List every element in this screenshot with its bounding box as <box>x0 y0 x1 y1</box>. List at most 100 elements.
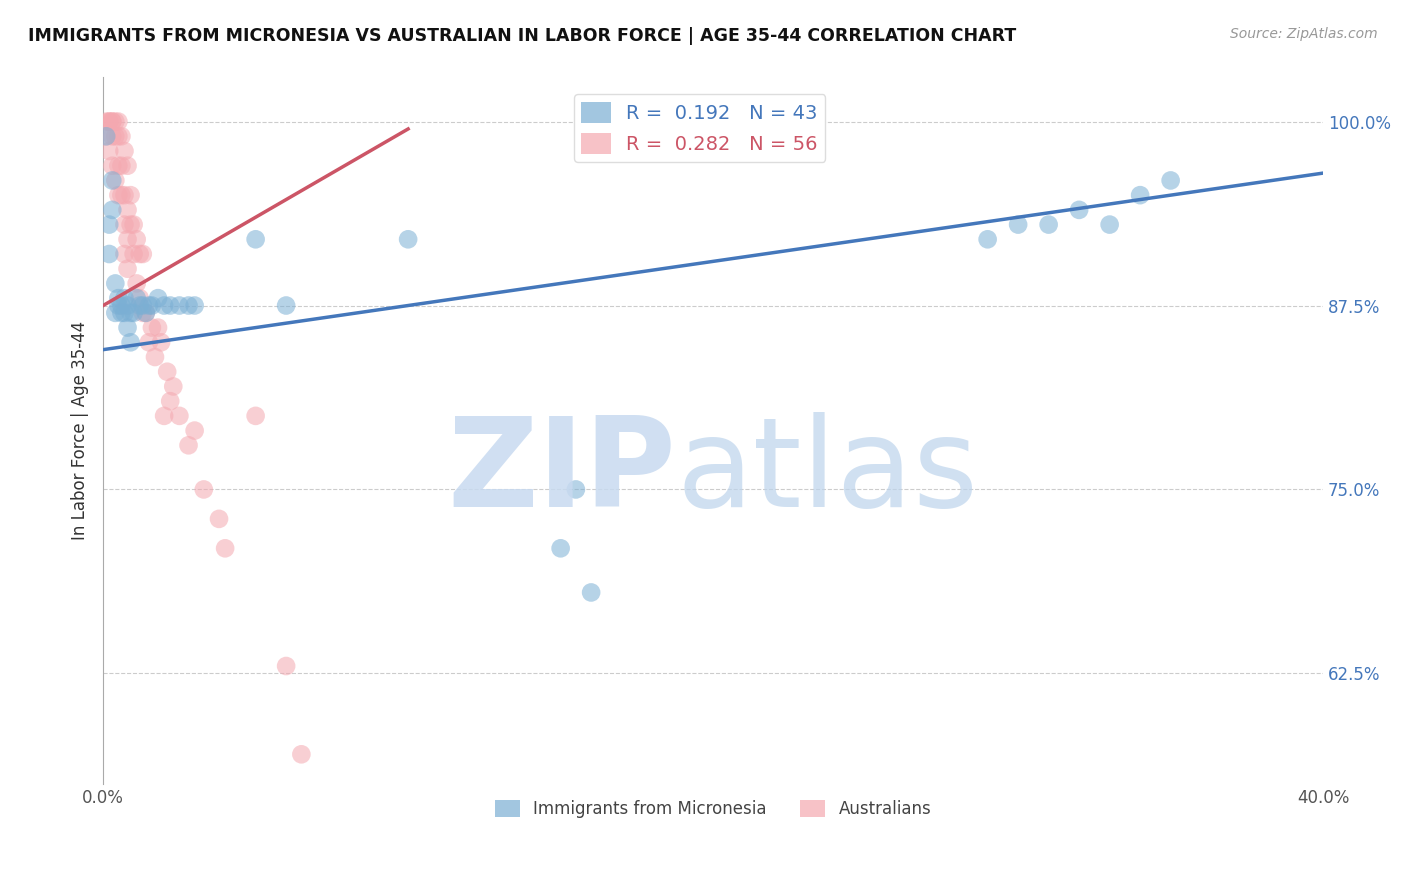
Point <box>117 320 139 334</box>
Text: IMMIGRANTS FROM MICRONESIA VS AUSTRALIAN IN LABOR FORCE | AGE 35-44 CORRELATION : IMMIGRANTS FROM MICRONESIA VS AUSTRALIAN… <box>28 27 1017 45</box>
Point <box>98 247 121 261</box>
Point <box>245 232 267 246</box>
Point <box>159 299 181 313</box>
Point <box>125 277 148 291</box>
Legend: Immigrants from Micronesia, Australians: Immigrants from Micronesia, Australians <box>488 793 938 825</box>
Point <box>110 159 132 173</box>
Point <box>146 291 169 305</box>
Point <box>128 247 150 261</box>
Point <box>153 299 176 313</box>
Point <box>98 114 121 128</box>
Point <box>117 202 139 217</box>
Point <box>132 306 155 320</box>
Point <box>114 291 136 305</box>
Point <box>120 335 142 350</box>
Point <box>117 159 139 173</box>
Point <box>976 232 998 246</box>
Point <box>107 299 129 313</box>
Point <box>120 218 142 232</box>
Point <box>110 129 132 144</box>
Point <box>101 159 124 173</box>
Point <box>120 188 142 202</box>
Point <box>96 129 118 144</box>
Point <box>143 350 166 364</box>
Point <box>276 299 298 313</box>
Text: ZIP: ZIP <box>447 412 676 533</box>
Point <box>120 306 142 320</box>
Point <box>162 379 184 393</box>
Point <box>1038 218 1060 232</box>
Point <box>104 173 127 187</box>
Point <box>208 512 231 526</box>
Point <box>110 188 132 202</box>
Point <box>245 409 267 423</box>
Point <box>110 306 132 320</box>
Point <box>107 114 129 128</box>
Point <box>153 409 176 423</box>
Point <box>107 159 129 173</box>
Point <box>122 247 145 261</box>
Point <box>101 129 124 144</box>
Point <box>156 365 179 379</box>
Point <box>117 299 139 313</box>
Point <box>104 306 127 320</box>
Point <box>96 114 118 128</box>
Point <box>101 173 124 187</box>
Point <box>114 306 136 320</box>
Point <box>114 218 136 232</box>
Point <box>146 320 169 334</box>
Point <box>141 320 163 334</box>
Y-axis label: In Labor Force | Age 35-44: In Labor Force | Age 35-44 <box>72 321 89 541</box>
Point <box>128 291 150 305</box>
Point <box>104 114 127 128</box>
Point <box>101 114 124 128</box>
Point <box>101 114 124 128</box>
Point <box>193 483 215 497</box>
Point <box>96 129 118 144</box>
Point <box>125 232 148 246</box>
Point <box>183 299 205 313</box>
Point <box>107 129 129 144</box>
Point <box>132 299 155 313</box>
Point <box>128 299 150 313</box>
Point <box>107 291 129 305</box>
Point <box>98 218 121 232</box>
Point <box>114 247 136 261</box>
Point <box>122 218 145 232</box>
Point <box>396 232 419 246</box>
Point <box>214 541 236 556</box>
Point <box>138 335 160 350</box>
Point <box>1129 188 1152 202</box>
Point <box>1098 218 1121 232</box>
Point <box>117 261 139 276</box>
Text: Source: ZipAtlas.com: Source: ZipAtlas.com <box>1230 27 1378 41</box>
Point <box>169 299 191 313</box>
Point <box>138 299 160 313</box>
Point <box>114 144 136 158</box>
Point <box>104 129 127 144</box>
Point <box>565 483 588 497</box>
Point <box>276 659 298 673</box>
Point <box>122 306 145 320</box>
Point <box>169 409 191 423</box>
Point <box>135 306 157 320</box>
Point <box>114 188 136 202</box>
Point <box>125 291 148 305</box>
Point <box>141 299 163 313</box>
Point <box>1007 218 1029 232</box>
Point <box>183 424 205 438</box>
Point <box>1160 173 1182 187</box>
Point <box>177 438 200 452</box>
Point <box>104 277 127 291</box>
Point <box>107 188 129 202</box>
Point <box>117 232 139 246</box>
Point <box>132 247 155 261</box>
Point <box>177 299 200 313</box>
Point <box>290 747 312 762</box>
Point <box>1069 202 1091 217</box>
Point <box>101 202 124 217</box>
Point <box>98 144 121 158</box>
Text: atlas: atlas <box>676 412 979 533</box>
Point <box>98 114 121 128</box>
Point <box>150 335 173 350</box>
